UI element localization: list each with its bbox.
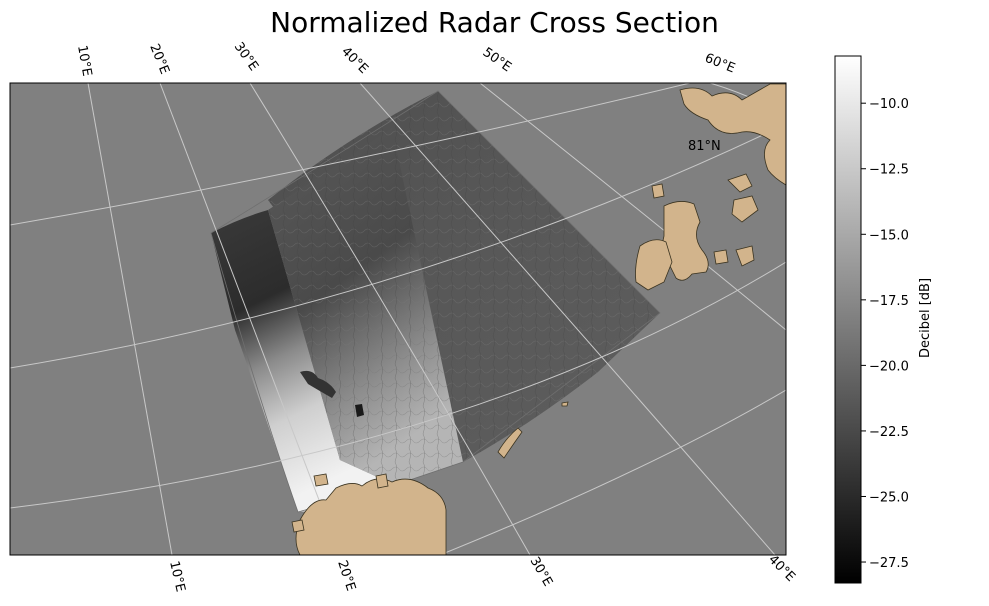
top-lon-label-10e: 10°E	[74, 44, 94, 77]
land-islet-4	[291, 519, 305, 533]
ice-feature-2	[355, 404, 364, 417]
lat-label-81n: 81°N	[688, 139, 721, 154]
land-island-3	[651, 183, 665, 199]
top-lon-label-30e: 30°E	[231, 40, 261, 74]
bottom-lon-label-30e: 30°E	[527, 555, 556, 590]
land-island-1	[727, 173, 753, 193]
sar-swath-middle-texture	[268, 128, 463, 485]
chart-title: Normalized Radar Cross Section	[270, 6, 719, 39]
colorbar-tick-label: −10.0	[869, 97, 909, 112]
colorbar-tick-label: −27.5	[869, 556, 909, 571]
meridian-lines	[87, 83, 786, 555]
colorbar-tick-label: −22.5	[869, 425, 909, 440]
colorbar-ticks: −10.0 −12.5 −15.0 −17.5 −20.0 −22.5 −25.0 −27.5	[861, 97, 909, 571]
bottom-lon-label-40e: 40°E	[765, 552, 798, 585]
land-island-7	[713, 249, 729, 265]
land-islet-3	[375, 473, 389, 489]
bottom-lon-label-20e: 20°E	[334, 559, 358, 593]
sar-swath-outline	[210, 90, 661, 513]
land-kong-karl	[497, 427, 523, 459]
land-masses	[291, 83, 786, 555]
colorbar-tick-label: −15.0	[869, 228, 909, 243]
top-lon-label-60e: 60°E	[703, 51, 738, 77]
top-lon-labels: 10°E 20°E 30°E 40°E 50°E 60°E	[74, 40, 737, 78]
map-frame	[9, 82, 787, 556]
colorbar-tick-label: −17.5	[869, 294, 909, 309]
bottom-lon-labels: 10°E 20°E 30°E 40°E	[166, 552, 798, 593]
top-lon-label-50e: 50°E	[480, 45, 514, 75]
land-nordaustlandet	[295, 478, 447, 555]
bottom-lon-label-10e: 10°E	[166, 560, 188, 594]
colorbar-label: Decibel [dB]	[918, 278, 933, 358]
sar-swath-left	[211, 210, 395, 512]
parallel-lines	[10, 83, 786, 555]
land-islet	[561, 401, 569, 407]
colorbar-tick-label: −12.5	[869, 163, 909, 178]
colorbar-tick-label: −20.0	[869, 359, 909, 374]
colorbar: −10.0 −12.5 −15.0 −17.5 −20.0 −22.5 −25.0 −27.5…	[834, 55, 933, 584]
land-island-5	[635, 239, 673, 291]
ice-feature-1	[300, 370, 336, 398]
land-island-2	[731, 195, 759, 223]
colorbar-tick-label: −25.0	[869, 490, 909, 505]
top-lon-label-40e: 40°E	[338, 44, 371, 77]
map-area: 81°N	[10, 83, 786, 555]
colorbar-gradient	[834, 55, 862, 584]
land-island-6	[735, 245, 755, 267]
land-svalbard-east	[679, 83, 786, 186]
land-islet-2	[313, 473, 329, 487]
top-lon-label-20e: 20°E	[146, 42, 172, 77]
